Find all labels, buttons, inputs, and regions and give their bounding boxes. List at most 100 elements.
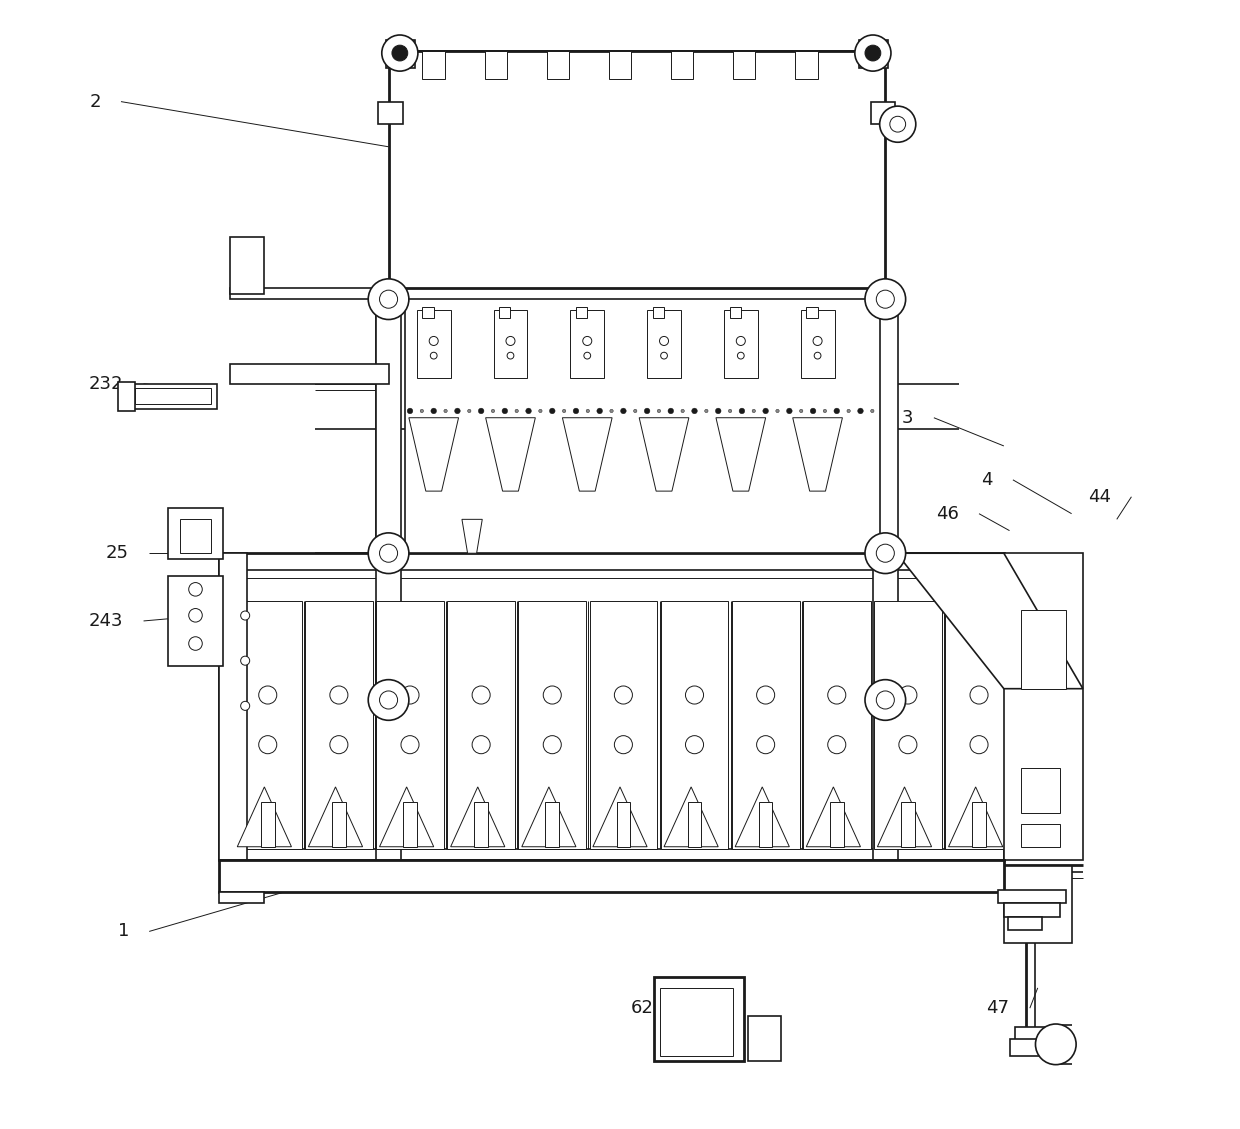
Polygon shape [309,787,362,847]
Circle shape [188,637,202,650]
Bar [387,40,414,68]
Bar [305,601,373,849]
Bar [653,977,744,1061]
Circle shape [899,736,916,754]
Polygon shape [522,787,575,847]
Bar [1009,1039,1055,1056]
Bar [801,310,835,378]
Bar [1004,553,1083,860]
Bar [945,601,1013,849]
Circle shape [753,410,755,412]
Circle shape [620,409,626,413]
Bar [378,102,403,124]
Bar [1004,866,1071,943]
Circle shape [506,336,515,345]
Bar [1008,917,1043,930]
Bar [748,1016,781,1061]
Circle shape [828,736,846,754]
Circle shape [188,583,202,596]
Circle shape [491,410,495,412]
Circle shape [368,680,409,720]
Circle shape [763,409,769,413]
Circle shape [668,409,673,413]
Text: 1: 1 [118,922,129,940]
Circle shape [472,686,490,704]
Bar [169,508,223,559]
Circle shape [866,533,905,574]
Circle shape [614,736,632,754]
Circle shape [877,290,894,308]
Circle shape [259,686,277,704]
Bar [169,576,223,666]
Bar [219,553,248,860]
Polygon shape [486,418,536,491]
Polygon shape [792,418,842,491]
Circle shape [507,352,513,359]
Circle shape [866,279,905,320]
Polygon shape [463,519,482,553]
Circle shape [815,352,821,359]
Bar [1016,1027,1049,1041]
Bar [724,310,758,378]
Bar [403,802,417,847]
Bar [231,237,264,294]
Circle shape [728,410,732,412]
Polygon shape [379,787,434,847]
Circle shape [479,409,484,413]
Polygon shape [735,787,790,847]
Bar [500,307,511,318]
Bar [759,802,773,847]
Bar [405,299,879,553]
Bar [417,310,450,378]
Circle shape [854,35,892,71]
Circle shape [692,409,697,413]
Circle shape [970,686,988,704]
Circle shape [420,410,424,412]
Circle shape [877,691,894,709]
Circle shape [455,409,460,413]
Circle shape [430,352,438,359]
Text: 46: 46 [936,505,959,523]
Polygon shape [237,787,291,847]
Polygon shape [878,787,931,847]
Circle shape [786,409,792,413]
Bar [134,388,211,404]
Bar [733,51,755,79]
Circle shape [847,410,851,412]
Bar [647,310,681,378]
Bar [661,601,728,849]
Circle shape [738,352,744,359]
Circle shape [596,409,603,413]
Bar [859,40,888,68]
Bar [129,384,217,409]
Circle shape [828,686,846,704]
Text: 243: 243 [89,612,123,630]
Circle shape [241,611,249,620]
Circle shape [970,736,988,754]
Circle shape [1035,1024,1076,1065]
Circle shape [543,736,562,754]
Polygon shape [639,418,689,491]
Circle shape [472,736,490,754]
Circle shape [392,45,408,61]
Bar [475,802,487,847]
Circle shape [890,116,905,132]
Text: 25: 25 [105,544,129,562]
Polygon shape [806,787,861,847]
Text: 62: 62 [631,999,653,1017]
Text: 47: 47 [987,999,1009,1017]
Circle shape [686,736,703,754]
Bar [518,601,587,849]
Bar [231,288,388,299]
Bar [332,802,346,847]
Bar [830,802,843,847]
Circle shape [645,409,650,413]
Text: 232: 232 [89,375,123,393]
Circle shape [756,736,775,754]
Circle shape [430,409,436,413]
Circle shape [899,686,916,704]
Circle shape [502,409,507,413]
Circle shape [401,686,419,704]
Circle shape [813,336,822,345]
Bar [671,51,693,79]
